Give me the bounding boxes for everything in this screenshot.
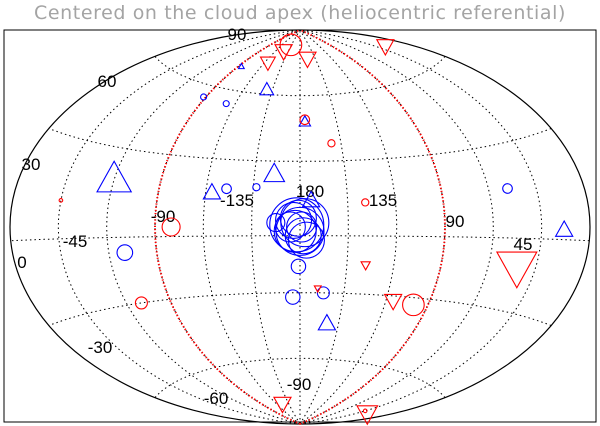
data-point-triangle-down [313, 285, 323, 294]
longitude-gridline [106, 29, 301, 425]
data-point-triangle-up [263, 162, 286, 183]
longitude-tick-label: -135 [220, 191, 254, 210]
data-point-circle [279, 199, 317, 237]
data-point-triangle-up [202, 182, 222, 200]
latitude-gridline [154, 56, 446, 97]
latitude-gridline [48, 292, 552, 326]
latitude-tick-label: 90 [228, 25, 247, 44]
longitude-tick-label: 180 [296, 182, 324, 201]
data-point-circle [299, 114, 311, 126]
data-point-circle [200, 93, 208, 101]
longitude-tick-label: 90 [446, 212, 465, 231]
data-point-circle [290, 258, 307, 275]
latitude-tick-label: 30 [22, 155, 41, 174]
red-boundary-line [299, 29, 447, 425]
data-point-circle [327, 139, 336, 148]
data-point-circle [361, 198, 370, 207]
longitude-gridline [57, 29, 301, 425]
data-point-circle [285, 289, 301, 305]
latitude-tick-label: -30 [88, 338, 113, 357]
data-point-circle [266, 213, 286, 233]
longitude-tick-label: 45 [514, 235, 533, 254]
data-point-triangle-up [237, 62, 246, 70]
data-point-circle [502, 183, 513, 194]
longitude-tick-label: -90 [151, 207, 176, 226]
data-point-triangle-down [383, 293, 403, 311]
data-point-triangle-up [301, 190, 321, 208]
data-point-triangle-down [297, 51, 317, 69]
latitude-tick-label: 60 [98, 72, 117, 91]
red-boundary-line [153, 29, 301, 425]
data-point-circle [161, 217, 181, 237]
longitude-gridline [154, 29, 301, 425]
data-point-circle [284, 217, 322, 255]
data-point-triangle-down [272, 396, 292, 414]
data-point-circle [275, 201, 313, 239]
longitude-gridline [202, 29, 301, 425]
data-point-circle [274, 211, 306, 243]
data-point-triangle-up [554, 219, 574, 237]
data-point-triangle-up [96, 160, 133, 193]
data-point-circle [287, 221, 325, 259]
longitude-gridline [299, 29, 398, 425]
data-point-triangle-down [360, 261, 372, 272]
data-point-triangle-down [495, 251, 538, 289]
data-point-triangle-up [317, 313, 337, 331]
latitude-tick-label: -60 [204, 389, 229, 408]
longitude-tick-label: -45 [63, 232, 88, 251]
data-point-circle [116, 244, 134, 261]
data-point-circle [286, 211, 318, 243]
data-point-triangle-down [274, 44, 294, 62]
data-point-circle [134, 296, 148, 310]
latitude-tick-label: -90 [287, 375, 312, 394]
longitude-tick-label: 135 [369, 191, 397, 210]
data-point-circle [58, 198, 64, 203]
data-point-circle [221, 183, 232, 195]
data-point-circle [316, 286, 330, 300]
data-point-circle [362, 408, 368, 414]
data-point-triangle-up [298, 114, 312, 127]
longitude-gridline [299, 29, 446, 425]
longitude-gridline [299, 29, 543, 425]
data-point-triangle-down [356, 405, 379, 426]
longitude-gridline [299, 29, 494, 425]
data-point-triangle-up [259, 81, 275, 96]
data-point-triangle-down [259, 56, 277, 72]
data-point-circle [252, 183, 261, 192]
longitude-tick-label: 0 [17, 253, 26, 272]
data-point-circle [222, 100, 230, 108]
chart-title: Centered on the cloud apex (heliocentric… [33, 2, 567, 24]
data-point-triangle-down [375, 39, 395, 57]
latitude-gridline [154, 357, 446, 398]
data-point-circle [402, 293, 425, 317]
